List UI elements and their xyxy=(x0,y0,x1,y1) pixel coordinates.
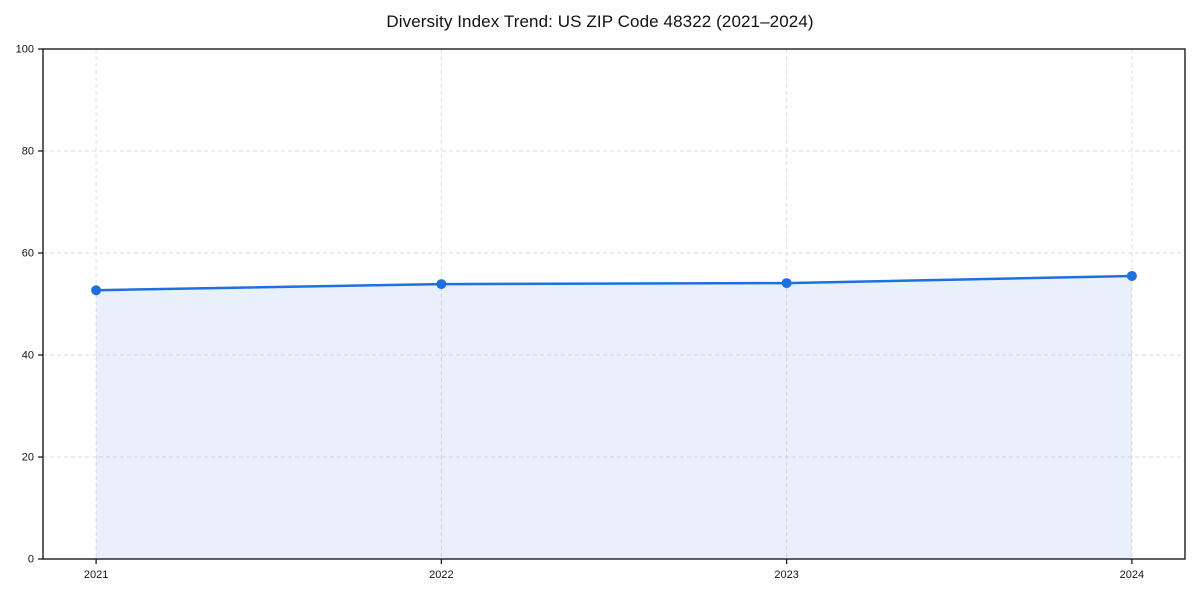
x-tick-label-2024: 2024 xyxy=(1120,569,1144,581)
y-tick-label-20: 20 xyxy=(22,452,34,464)
plot-border xyxy=(42,48,1186,560)
y-tick-label-80: 80 xyxy=(22,146,34,158)
data-point-2023 xyxy=(781,278,792,289)
y-tick-label-100: 100 xyxy=(16,44,34,56)
y-tick-label-60: 60 xyxy=(22,248,34,260)
x-tick-label-2022: 2022 xyxy=(429,569,453,581)
data-point-2024 xyxy=(1126,270,1137,281)
chart-title: Diversity Index Trend: US ZIP Code 48322… xyxy=(386,12,814,31)
y-tick-label-0: 0 xyxy=(28,554,34,566)
area-fill xyxy=(96,275,1132,559)
y-tick-label-40: 40 xyxy=(22,350,34,362)
data-point-2022 xyxy=(436,279,447,290)
trend-line xyxy=(94,274,1134,292)
x-tick-label-2021: 2021 xyxy=(84,569,108,581)
x-tick-label-2023: 2023 xyxy=(774,569,798,581)
data-point-2021 xyxy=(91,285,102,296)
